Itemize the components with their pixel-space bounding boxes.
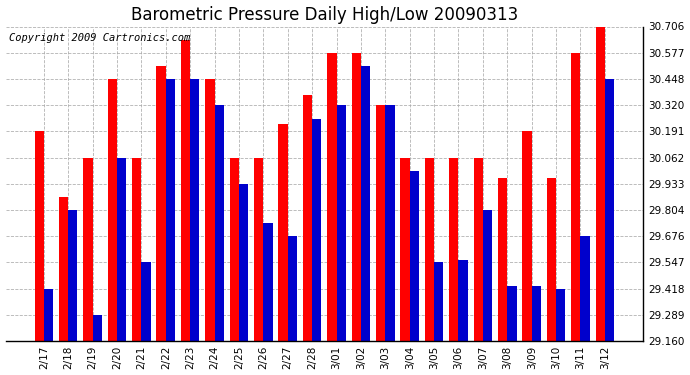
- Bar: [556, 289, 565, 341]
- Bar: [532, 286, 541, 341]
- Bar: [425, 158, 434, 341]
- Bar: [166, 79, 175, 341]
- Bar: [385, 105, 395, 341]
- Bar: [312, 119, 322, 341]
- Bar: [352, 53, 361, 341]
- Bar: [327, 53, 337, 341]
- Bar: [288, 236, 297, 341]
- Bar: [279, 124, 288, 341]
- Bar: [605, 79, 614, 341]
- Bar: [458, 260, 468, 341]
- Bar: [117, 158, 126, 341]
- Bar: [483, 210, 492, 341]
- Bar: [92, 315, 102, 341]
- Title: Barometric Pressure Daily High/Low 20090313: Barometric Pressure Daily High/Low 20090…: [130, 6, 518, 24]
- Bar: [190, 79, 199, 341]
- Bar: [361, 66, 370, 341]
- Bar: [34, 131, 43, 341]
- Bar: [181, 40, 190, 341]
- Bar: [59, 196, 68, 341]
- Bar: [580, 236, 590, 341]
- Bar: [473, 158, 483, 341]
- Bar: [449, 158, 458, 341]
- Bar: [215, 105, 224, 341]
- Bar: [230, 158, 239, 341]
- Bar: [83, 158, 92, 341]
- Bar: [206, 79, 215, 341]
- Bar: [141, 262, 150, 341]
- Bar: [400, 158, 410, 341]
- Bar: [43, 289, 53, 341]
- Bar: [522, 131, 532, 341]
- Bar: [507, 286, 517, 341]
- Bar: [410, 171, 419, 341]
- Bar: [303, 95, 312, 341]
- Bar: [68, 210, 77, 341]
- Bar: [498, 178, 507, 341]
- Bar: [434, 262, 444, 341]
- Bar: [157, 66, 166, 341]
- Bar: [337, 105, 346, 341]
- Bar: [108, 79, 117, 341]
- Text: Copyright 2009 Cartronics.com: Copyright 2009 Cartronics.com: [9, 33, 190, 43]
- Bar: [239, 184, 248, 341]
- Bar: [264, 223, 273, 341]
- Bar: [595, 27, 605, 341]
- Bar: [546, 178, 556, 341]
- Bar: [254, 158, 264, 341]
- Bar: [571, 53, 580, 341]
- Bar: [132, 158, 141, 341]
- Bar: [376, 105, 385, 341]
